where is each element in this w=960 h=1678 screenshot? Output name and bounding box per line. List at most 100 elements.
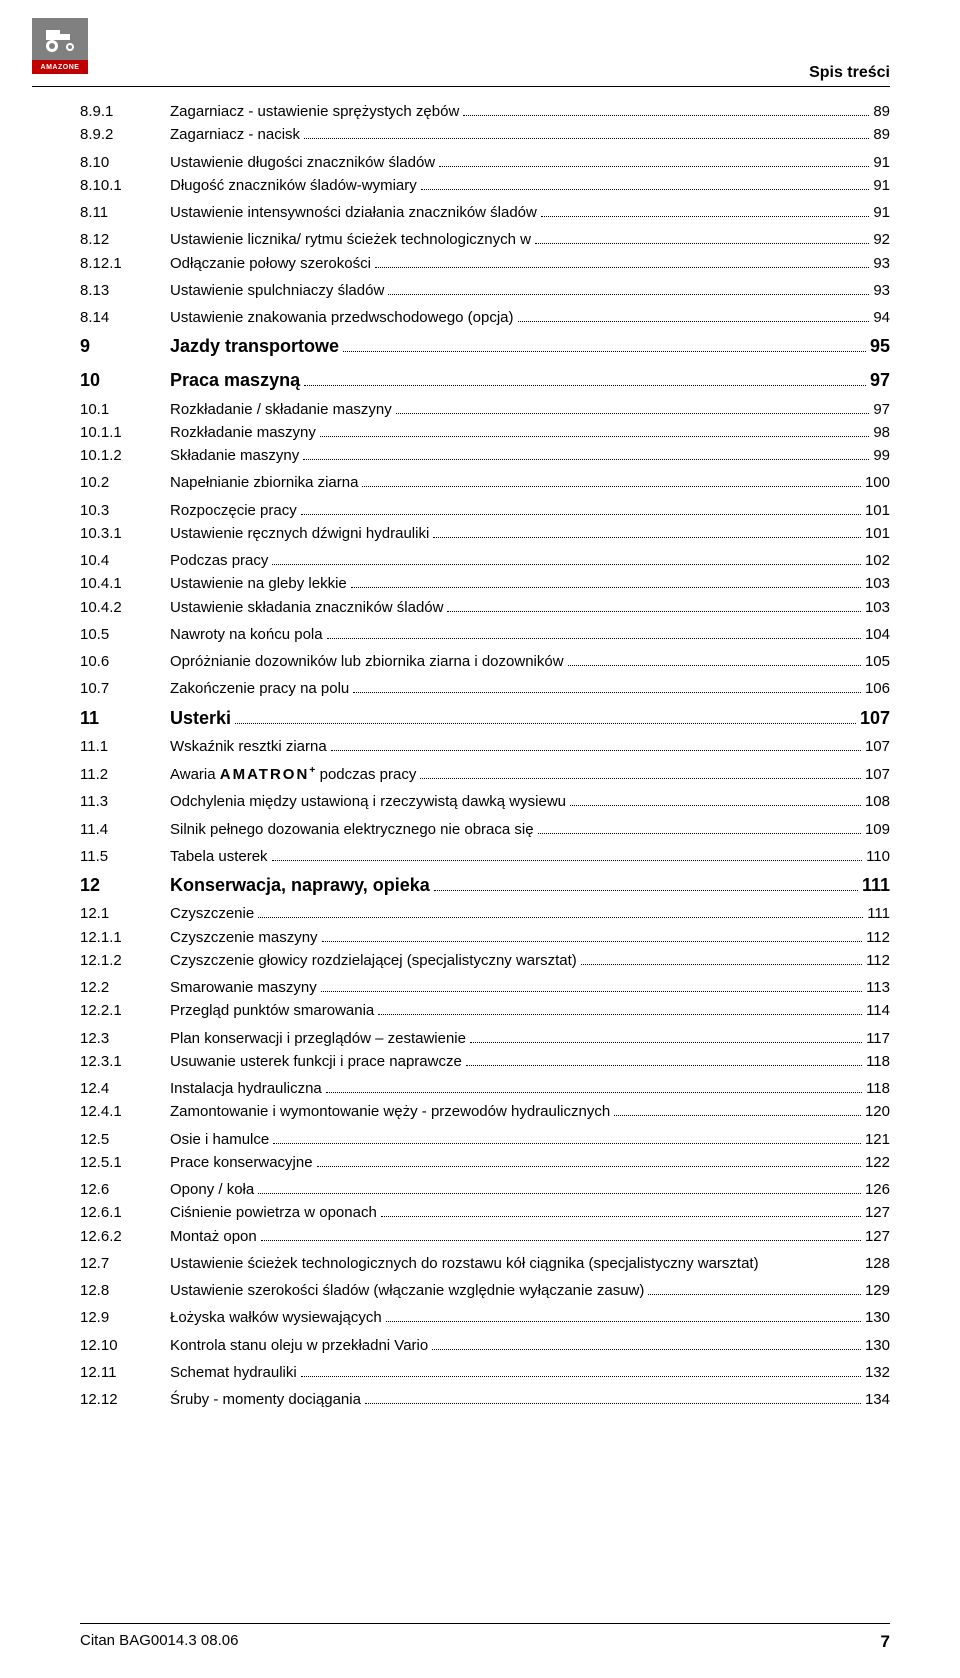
toc-row: 8.12.1Odłączanie połowy szerokości93	[80, 252, 890, 275]
toc-title: Napełnianie zbiornika ziarna	[170, 471, 358, 494]
toc-number: 12.6.2	[80, 1225, 170, 1248]
toc-page: 129	[865, 1279, 890, 1302]
toc-number: 11.2	[80, 763, 170, 786]
toc-title-wrap: Nawroty na końcu pola	[170, 623, 865, 646]
toc-title: Śruby - momenty dociągania	[170, 1388, 361, 1411]
toc-page: 127	[865, 1201, 890, 1224]
toc-leader	[375, 257, 869, 268]
toc-number: 8.11	[80, 201, 170, 224]
toc-title-wrap: Śruby - momenty dociągania	[170, 1388, 865, 1411]
toc-number: 11	[80, 701, 170, 735]
toc-number: 10.6	[80, 650, 170, 673]
toc-page: 97	[873, 398, 890, 421]
toc-title: Usuwanie usterek funkcji i prace naprawc…	[170, 1050, 462, 1073]
toc-leader	[388, 284, 869, 295]
toc-title: Rozkładanie / składanie maszyny	[170, 398, 392, 421]
toc-title-wrap: Odłączanie połowy szerokości	[170, 252, 873, 275]
footer-rule	[80, 1623, 890, 1624]
toc-page: 110	[866, 845, 890, 868]
toc-number: 10.3	[80, 499, 170, 522]
toc-row: 8.10.1Długość znaczników śladów-wymiary9…	[80, 174, 890, 197]
toc-title: Składanie maszyny	[170, 444, 299, 467]
toc-row: 8.14Ustawienie znakowania przedwschodowe…	[80, 306, 890, 329]
toc-number: 10.4	[80, 549, 170, 572]
toc-row: 11Usterki107	[80, 701, 890, 735]
toc-number: 11.1	[80, 735, 170, 758]
toc-leader	[421, 179, 870, 190]
toc-title: Prace konserwacyjne	[170, 1151, 313, 1174]
toc-leader	[434, 878, 858, 891]
toc-title-wrap: Długość znaczników śladów-wymiary	[170, 174, 873, 197]
toc-number: 10.7	[80, 677, 170, 700]
toc-leader	[365, 1394, 861, 1405]
toc-number: 10.5	[80, 623, 170, 646]
toc-row: 10.6Opróżnianie dozowników lub zbiornika…	[80, 650, 890, 673]
toc-leader	[258, 908, 863, 919]
toc-page: 106	[865, 677, 890, 700]
toc-title: Ustawienie ręcznych dźwigni hydrauliki	[170, 522, 429, 545]
brand-logo: AMAZONE	[32, 18, 88, 74]
toc-title: Ustawienie ścieżek technologicznych do r…	[170, 1252, 759, 1275]
toc-row: 10.3Rozpoczęcie pracy101	[80, 499, 890, 522]
toc-title: Awaria AMATRON+ podczas pracy	[170, 762, 416, 786]
toc-title-wrap: Instalacja hydrauliczna	[170, 1077, 866, 1100]
toc-title-wrap: Praca maszyną	[170, 363, 870, 397]
toc-number: 12.3.1	[80, 1050, 170, 1073]
toc-title-wrap: Łożyska wałków wysiewających	[170, 1306, 865, 1329]
toc-title-wrap: Ustawienie szerokości śladów (włączanie …	[170, 1279, 865, 1302]
toc-title-wrap: Zamontowanie i wymontowanie węży - przew…	[170, 1100, 865, 1123]
toc-title-wrap: Zagarniacz - ustawienie sprężystych zębó…	[170, 100, 873, 123]
toc-row: 10Praca maszyną97	[80, 363, 890, 397]
toc-leader	[396, 403, 870, 414]
toc-title-wrap: Konserwacja, naprawy, opieka	[170, 868, 862, 902]
toc-row: 12.3Plan konserwacji i przeglądów – zest…	[80, 1027, 890, 1050]
toc-title: Zamontowanie i wymontowanie węży - przew…	[170, 1100, 610, 1123]
toc-title-wrap: Montaż opon	[170, 1225, 865, 1248]
toc-title: Zagarniacz - nacisk	[170, 123, 300, 146]
toc-title-wrap: Rozpoczęcie pracy	[170, 499, 865, 522]
toc-page: 101	[865, 499, 890, 522]
toc-title: Tabela usterek	[170, 845, 268, 868]
toc-title: Usterki	[170, 701, 231, 735]
toc-title-wrap: Plan konserwacji i przeglądów – zestawie…	[170, 1027, 866, 1050]
toc-number: 10.2	[80, 471, 170, 494]
toc-title-wrap: Silnik pełnego dozowania elektrycznego n…	[170, 818, 865, 841]
toc-leader	[541, 207, 869, 218]
toc-title-wrap: Ustawienie znakowania przedwschodowego (…	[170, 306, 873, 329]
toc-leader	[353, 683, 861, 694]
toc-title: Rozkładanie maszyny	[170, 421, 316, 444]
toc-leader	[362, 477, 861, 488]
footer-page-number: 7	[881, 1632, 890, 1652]
toc-page: 107	[865, 735, 890, 758]
toc-title-wrap: Schemat hydrauliki	[170, 1361, 865, 1384]
toc-title: Konserwacja, naprawy, opieka	[170, 868, 430, 902]
toc-row: 12.6.1Ciśnienie powietrza w oponach127	[80, 1201, 890, 1224]
toc-number: 11.5	[80, 845, 170, 868]
toc-title: Zakończenie pracy na polu	[170, 677, 349, 700]
toc-page: 102	[865, 549, 890, 572]
toc-number: 10.1.2	[80, 444, 170, 467]
toc-row: 8.11Ustawienie intensywności działania z…	[80, 201, 890, 224]
toc-leader	[273, 1133, 861, 1144]
toc-title: Schemat hydrauliki	[170, 1361, 297, 1384]
toc-row: 12.5Osie i hamulce121	[80, 1128, 890, 1151]
toc-title-wrap: Odchylenia między ustawioną i rzeczywist…	[170, 790, 865, 813]
toc-title: Ustawienie znakowania przedwschodowego (…	[170, 306, 514, 329]
toc-row: 12.1.2Czyszczenie głowicy rozdzielającej…	[80, 949, 890, 972]
toc-page: 107	[865, 763, 890, 786]
toc-title: Praca maszyną	[170, 363, 300, 397]
toc-row: 9Jazdy transportowe95	[80, 329, 890, 363]
toc-page: 105	[865, 650, 890, 673]
toc-leader	[433, 527, 861, 538]
toc-row: 8.12Ustawienie licznika/ rytmu ścieżek t…	[80, 228, 890, 251]
toc-number: 12.5.1	[80, 1151, 170, 1174]
toc-row: 12.12Śruby - momenty dociągania134	[80, 1388, 890, 1411]
toc-leader	[466, 1055, 862, 1066]
toc-row: 12.7Ustawienie ścieżek technologicznych …	[80, 1252, 890, 1275]
toc-title-wrap: Kontrola stanu oleju w przekładni Vario	[170, 1334, 865, 1357]
toc-leader	[535, 234, 869, 245]
toc-page: 104	[865, 623, 890, 646]
toc-page: 100	[865, 471, 890, 494]
toc-title: Odchylenia między ustawioną i rzeczywist…	[170, 790, 566, 813]
toc-row: 12.1.1Czyszczenie maszyny112	[80, 926, 890, 949]
